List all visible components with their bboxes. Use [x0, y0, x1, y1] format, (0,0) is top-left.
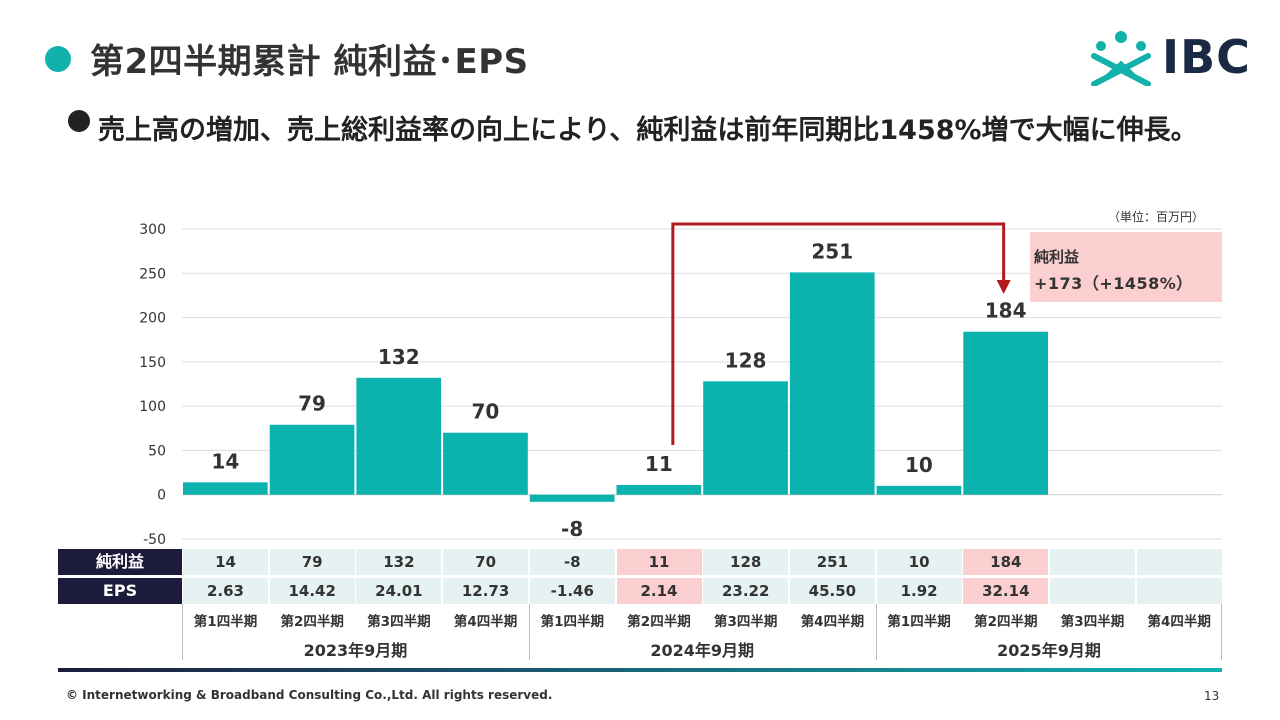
table-row-label: EPS	[58, 578, 182, 604]
copyright-text: © Internetworking & Broadband Consulting…	[66, 688, 553, 702]
bar	[529, 494, 615, 502]
page-title: 第2四半期累計 純利益･EPS	[90, 42, 529, 82]
data-label: 132	[378, 345, 420, 369]
data-label: -8	[561, 517, 583, 541]
y-tick-label: 0	[157, 488, 166, 504]
table-cell: 32.14	[963, 578, 1049, 604]
x-tick-label: 第1四半期	[193, 614, 258, 630]
table-cell: -8	[529, 549, 615, 575]
bar	[443, 432, 528, 495]
comparison-arrow-head	[996, 280, 1011, 294]
subtitle-text: 売上高の増加、売上総利益率の向上により、純利益は前年同期比1458%増で大幅に伸…	[98, 115, 1198, 146]
fiscal-year-label: 2023年9月期	[303, 641, 408, 660]
table-cell: 11	[616, 549, 702, 575]
fiscal-year-label: 2024年9月期	[650, 641, 755, 660]
x-tick-label: 第3四半期	[367, 614, 431, 630]
bar	[356, 377, 442, 495]
logo-text: IBC	[1162, 30, 1251, 84]
y-tick-label: 200	[139, 311, 166, 327]
table-cell: 14.42	[269, 578, 355, 604]
x-tick-label: 第4四半期	[1147, 614, 1211, 630]
annotation-value: +173（+1458%）	[1034, 274, 1193, 293]
table-cell: 23.22	[703, 578, 789, 604]
table-cell: 2.14	[616, 578, 702, 604]
data-label: 184	[985, 299, 1027, 323]
table-cell: -1.46	[529, 578, 615, 604]
fiscal-year-separator	[528, 604, 530, 660]
bar	[183, 482, 268, 495]
bar	[789, 272, 875, 495]
unit-label: （単位：百万円）	[1108, 210, 1205, 224]
fiscal-year-separator	[182, 604, 183, 660]
bar	[269, 424, 355, 495]
table-cell: 79	[269, 549, 355, 575]
bar	[963, 331, 1048, 495]
fiscal-year-separator	[1221, 604, 1223, 660]
data-label: 70	[472, 400, 500, 424]
table-cell: 12.73	[443, 578, 529, 604]
data-label: 251	[811, 239, 853, 263]
bar	[876, 485, 962, 495]
table-cell: 128	[703, 549, 789, 575]
comparison-arrow-line	[671, 222, 1006, 445]
bar	[703, 381, 788, 495]
page-number: 13	[1204, 689, 1220, 703]
table-cell: 70	[443, 549, 529, 575]
y-tick-label: 50	[148, 443, 166, 459]
data-label: 10	[905, 453, 933, 477]
bar	[616, 484, 702, 495]
table-cell: 251	[789, 549, 875, 575]
title-bullet	[45, 46, 71, 72]
data-label: 11	[645, 452, 673, 476]
annotation-box	[1030, 232, 1222, 302]
x-tick-label: 第3四半期	[1060, 614, 1125, 630]
company-logo: IBC	[1088, 28, 1251, 88]
y-tick-label: 250	[139, 266, 166, 282]
table-cell: 1.92	[876, 578, 962, 604]
table-row-label: 純利益	[58, 549, 182, 575]
table-cell: 132	[356, 549, 442, 575]
table-cell: 24.01	[356, 578, 442, 604]
table-cell	[1050, 578, 1135, 604]
subtitle-bullet	[68, 110, 90, 132]
table-cell	[1136, 549, 1222, 575]
table-cell: 2.63	[183, 578, 268, 604]
ibc-logo-icon	[1091, 31, 1151, 86]
annotation-title: 純利益	[1034, 248, 1080, 266]
y-tick-label: -50	[143, 532, 166, 548]
net-income-bar-chart: 300 250 200 150 100 50 0 -50 14 79 132 70 -8 11 128 251…	[139, 222, 1222, 548]
y-tick-label: 150	[139, 355, 166, 371]
x-tick-label: 第3四半期	[713, 614, 778, 630]
table-cell: 184	[963, 549, 1049, 575]
table-cell	[1136, 578, 1222, 604]
table-cell	[1050, 549, 1135, 575]
x-tick-label: 第2四半期	[627, 614, 691, 630]
y-tick-label: 300	[139, 222, 166, 238]
x-tick-label: 第2四半期	[280, 614, 344, 630]
x-tick-label: 第2四半期	[974, 614, 1038, 630]
data-label: 128	[725, 348, 767, 372]
footer-divider	[58, 668, 1222, 672]
table-cell: 45.50	[789, 578, 875, 604]
x-tick-label: 第4四半期	[800, 614, 865, 630]
x-tick-label: 第1四半期	[540, 614, 604, 630]
table-cell: 14	[183, 549, 268, 575]
x-tick-label: 第1四半期	[887, 614, 951, 630]
y-tick-label: 100	[139, 399, 166, 415]
fiscal-year-label: 2025年9月期	[997, 641, 1101, 660]
data-label: 14	[211, 449, 239, 473]
table-cell: 10	[876, 549, 962, 575]
x-tick-label: 第4四半期	[453, 614, 518, 630]
data-label: 79	[298, 392, 326, 416]
fiscal-year-separator	[875, 604, 877, 660]
